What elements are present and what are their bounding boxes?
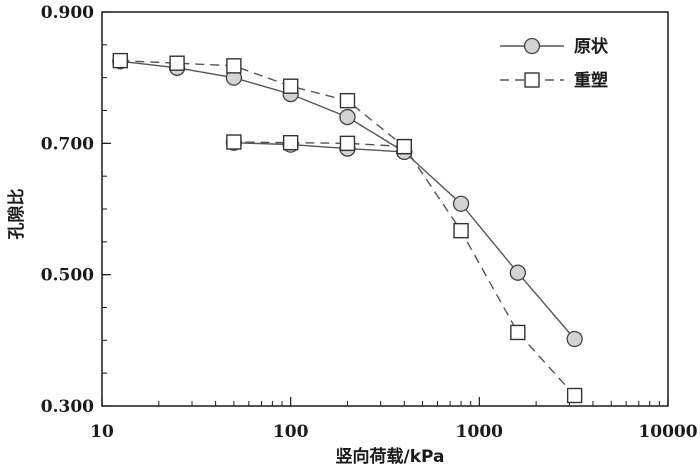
series-chongsu-point <box>396 138 412 155</box>
series-chongsu-point <box>566 387 583 404</box>
x-tick-label: 100 <box>273 422 309 442</box>
y-tick-label: 0.500 <box>41 266 94 286</box>
y-tick-label: 0.700 <box>41 134 94 154</box>
x-tick-label: 10000 <box>638 422 697 442</box>
series-chongsu-point <box>282 134 299 151</box>
y-axis-title: 孔隙比 <box>6 189 27 240</box>
y-tick-label: 0.900 <box>41 3 94 23</box>
legend-chongsu-marker <box>524 72 540 88</box>
series-chongsu-point <box>339 135 356 152</box>
series-chongsu-point <box>112 52 128 69</box>
series-chongsu-point <box>226 58 242 74</box>
legend-yuanzhuang-marker <box>523 37 541 55</box>
series-chongsu-point <box>226 134 242 150</box>
legend-chongsu-label: 重塑 <box>574 70 608 91</box>
series-chongsu-point <box>169 55 185 71</box>
series-chongsu-point <box>453 222 469 239</box>
series-yuanzhuang-point <box>566 330 583 348</box>
x-tick-label: 1000 <box>456 422 503 442</box>
x-axis-title: 竖向荷载/kPa <box>336 446 445 467</box>
series-chongsu-point <box>282 78 299 94</box>
series-yuanzhuang-point <box>509 264 526 281</box>
series-yuanzhuang-point <box>452 195 470 212</box>
series-yuanzhuang-line <box>233 142 405 153</box>
series-yuanzhuang-point <box>339 108 356 126</box>
series-chongsu-point <box>510 324 526 341</box>
series-chongsu-point <box>339 92 356 109</box>
y-tick-label: 0.300 <box>41 397 94 417</box>
x-tick-label: 10 <box>90 422 114 442</box>
series-chongsu-line <box>233 141 405 148</box>
legend-yuanzhuang-label: 原状 <box>574 36 609 57</box>
